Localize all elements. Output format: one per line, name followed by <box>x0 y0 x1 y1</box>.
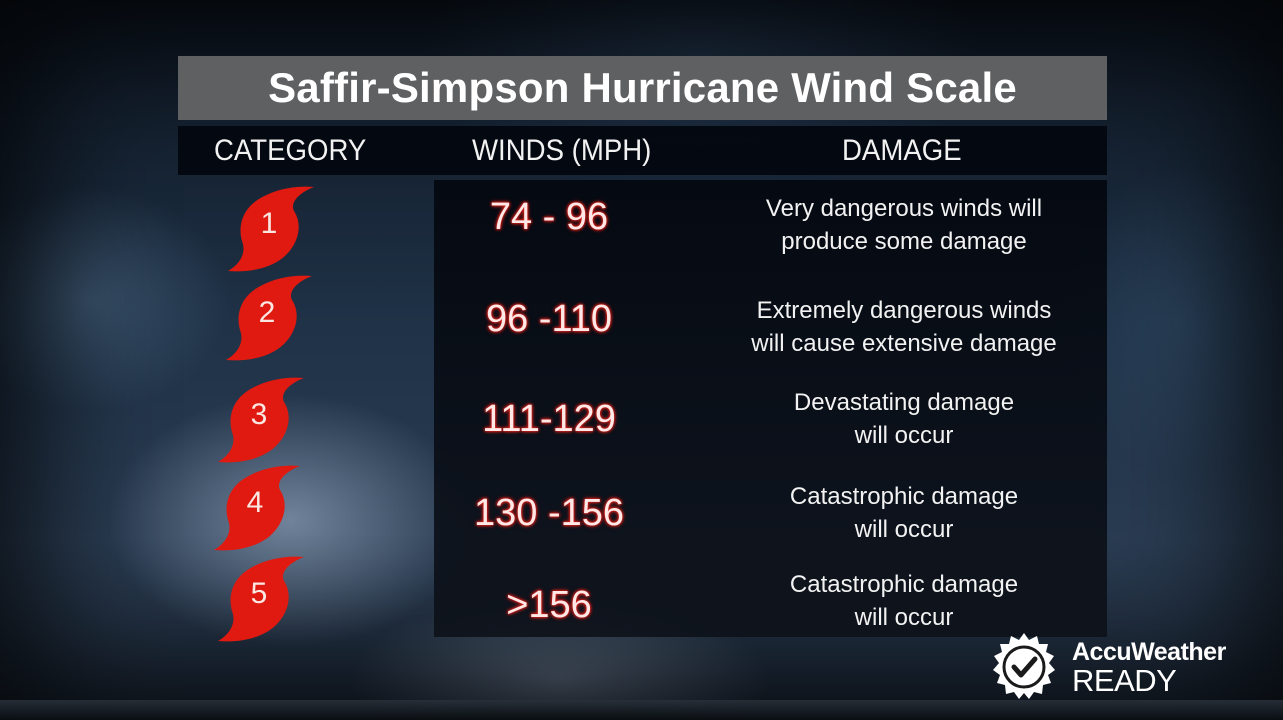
damage-description: Extremely dangerous winds will cause ext… <box>704 294 1104 360</box>
header-damage: DAMAGE <box>842 134 962 167</box>
category-number: 1 <box>260 207 278 240</box>
damage-description: Catastrophic damage will occur <box>704 568 1104 634</box>
damage-line-1: Catastrophic damage <box>789 483 1019 510</box>
wind-range: 111-129 <box>482 398 616 440</box>
damage-line-2: will occur <box>854 604 954 631</box>
wind-range: >156 <box>506 584 592 626</box>
damage-line-2: will cause extensive damage <box>751 330 1057 357</box>
damage-line-2: will occur <box>854 422 954 449</box>
damage-line-1: Very dangerous winds will <box>765 195 1043 222</box>
page-title: Saffir-Simpson Hurricane Wind Scale <box>268 64 1017 111</box>
category-2-marker: 2 <box>220 272 330 368</box>
table-row: >156 Catastrophic damage will occur <box>434 568 1107 658</box>
header-category: CATEGORY <box>214 134 367 167</box>
damage-description: Catastrophic damage will occur <box>704 480 1104 546</box>
table-row: 111-129 Devastating damage will occur <box>434 386 1107 476</box>
wind-range: 74 - 96 <box>489 196 609 238</box>
category-3-marker: 3 <box>212 374 322 470</box>
hurricane-symbol-icon <box>214 465 300 551</box>
hurricane-symbol-icon <box>218 377 304 463</box>
category-number: 4 <box>246 486 264 519</box>
table-row: 74 - 96 Very dangerous winds will produc… <box>434 188 1107 278</box>
logo-tagline-text: READY <box>1072 663 1177 698</box>
damage-line-2: produce some damage <box>781 228 1027 255</box>
table-row: 96 -110 Extremely dangerous winds will c… <box>434 294 1107 384</box>
damage-description: Very dangerous winds will produce some d… <box>704 192 1104 258</box>
damage-line-1: Extremely dangerous winds <box>756 297 1052 324</box>
wind-range: 96 -110 <box>485 298 613 340</box>
damage-line-1: Devastating damage <box>793 389 1015 416</box>
title-bar: Saffir-Simpson Hurricane Wind Scale <box>178 56 1107 120</box>
wind-range: 130 -156 <box>473 492 624 534</box>
table-header: CATEGORY WINDS (MPH) DAMAGE <box>178 126 1107 175</box>
scale-table: 74 - 96 Very dangerous winds will produc… <box>434 180 1107 637</box>
category-number: 2 <box>258 296 276 329</box>
category-number: 5 <box>250 577 268 610</box>
logo-brand-text: AccuWeather <box>1072 638 1226 666</box>
category-number: 3 <box>250 398 268 431</box>
hurricane-symbol-icon <box>228 186 314 272</box>
header-winds: WINDS (MPH) <box>472 134 652 167</box>
damage-description: Devastating damage will occur <box>704 386 1104 452</box>
bottom-band <box>0 700 1283 720</box>
damage-line-2: will occur <box>854 516 954 543</box>
check-badge-icon <box>993 633 1055 699</box>
hurricane-symbol-icon <box>226 275 312 361</box>
category-1-marker: 1 <box>222 183 332 279</box>
table-row: 130 -156 Catastrophic damage will occur <box>434 480 1107 570</box>
hurricane-symbol-icon <box>218 556 304 642</box>
accuweather-ready-logo: AccuWeather READY <box>988 632 1248 704</box>
category-4-marker: 4 <box>208 462 318 558</box>
damage-line-1: Catastrophic damage <box>789 571 1019 598</box>
category-5-marker: 5 <box>212 553 322 649</box>
